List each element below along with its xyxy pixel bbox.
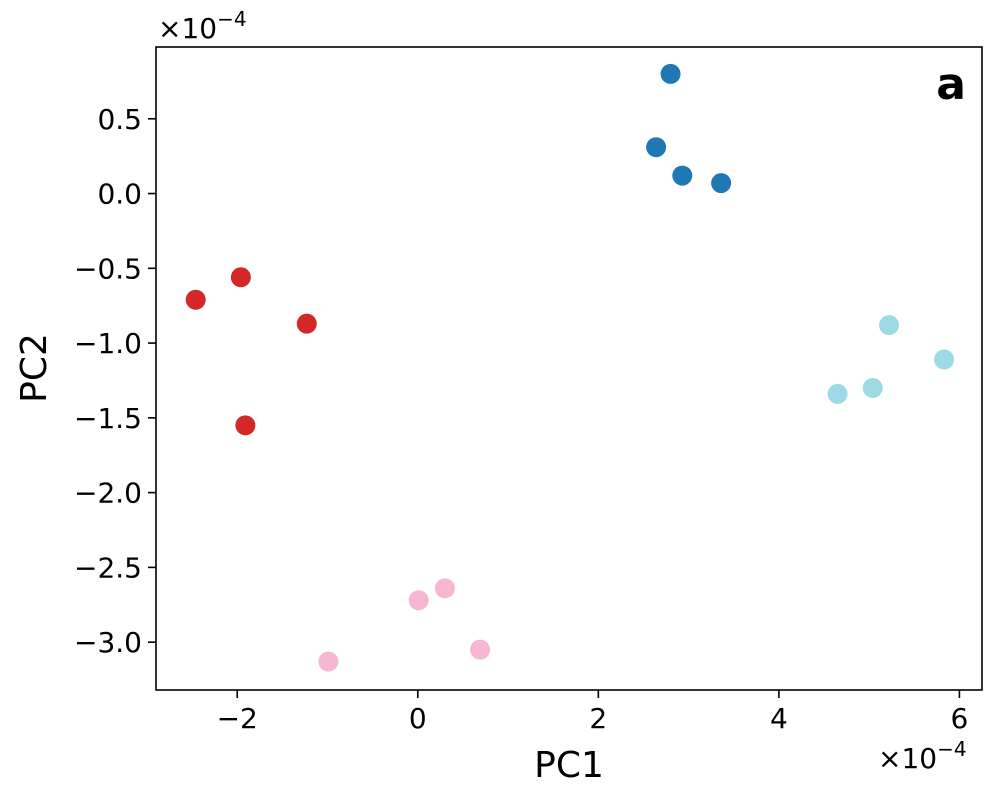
data-point [296, 313, 317, 334]
x-axis-multiplier: ×10−4 [878, 737, 967, 775]
data-point [879, 315, 900, 336]
x-tick-label: 4 [770, 702, 788, 735]
plot-frame [155, 46, 983, 691]
data-point [672, 165, 693, 186]
data-point [318, 651, 339, 672]
y-tick-label: −2.5 [74, 551, 142, 584]
series-3 [827, 315, 955, 404]
data-point [934, 349, 955, 370]
x-tick-label: 2 [589, 702, 607, 735]
data-point [230, 267, 251, 288]
data-point [185, 289, 206, 310]
y-tick-label: 0.0 [97, 178, 142, 211]
y-tick-label: 0.5 [97, 103, 142, 136]
data-point [827, 383, 848, 404]
y-axis: 0.5 0.0 −0.5 −1.0 −1.5 −2.0 −2.5 −3.0 [74, 103, 156, 659]
y-tick-label: −1.0 [74, 327, 142, 360]
y-axis-multiplier: ×10−4 [158, 7, 247, 45]
x-axis-label: PC1 [534, 745, 604, 786]
y-axis-label: PC2 [14, 333, 55, 403]
data-point [660, 63, 681, 84]
data-point [470, 639, 491, 660]
series-1 [646, 63, 732, 194]
data-point [711, 173, 732, 194]
x-tick-label: 6 [951, 702, 969, 735]
data-point [646, 137, 667, 158]
data-point [235, 415, 256, 436]
x-axis: −2 0 2 4 6 [217, 690, 969, 735]
y-tick-label: −1.5 [74, 402, 142, 435]
y-tick-label: −2.0 [74, 477, 142, 510]
y-tick-label: −3.0 [74, 626, 142, 659]
data-points [185, 63, 955, 672]
y-tick-label: −0.5 [74, 252, 142, 285]
series-2 [185, 267, 317, 436]
x-tick-label: −2 [217, 702, 258, 735]
series-4 [318, 578, 491, 672]
panel-label: a [936, 59, 966, 110]
data-point [862, 377, 883, 398]
data-point [434, 578, 455, 599]
data-point [408, 590, 429, 611]
x-tick-label: 0 [409, 702, 427, 735]
plot-area [155, 46, 983, 691]
